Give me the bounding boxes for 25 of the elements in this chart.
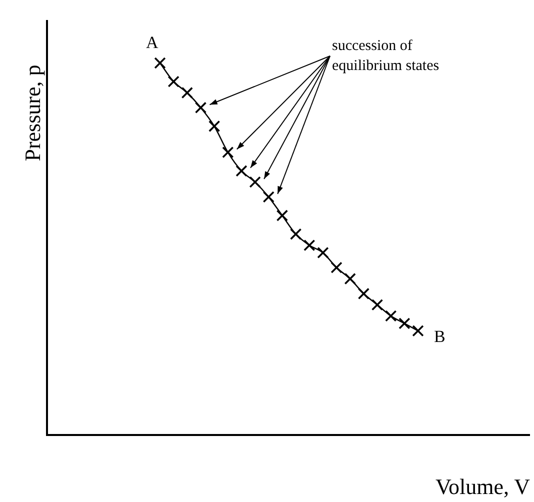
point (344, 272, 356, 285)
point (222, 146, 234, 158)
point (304, 239, 316, 252)
point (168, 76, 180, 88)
point (181, 86, 194, 99)
point (154, 57, 166, 69)
point (262, 191, 274, 203)
point (358, 288, 370, 300)
point (290, 228, 302, 240)
annotation: succession of equilibrium states (332, 37, 440, 76)
point (236, 165, 248, 177)
text: A (146, 33, 158, 53)
point (249, 176, 261, 188)
text: B (434, 326, 446, 347)
y-axis-title: Pressure, p (20, 64, 46, 164)
x-axis-title: Volume, V (435, 474, 530, 500)
point (371, 298, 384, 311)
point (330, 262, 342, 274)
point (384, 310, 397, 322)
point (208, 120, 220, 132)
point (412, 324, 424, 337)
point (276, 210, 288, 222)
point (398, 318, 410, 330)
point (317, 246, 329, 259)
point (194, 102, 207, 114)
